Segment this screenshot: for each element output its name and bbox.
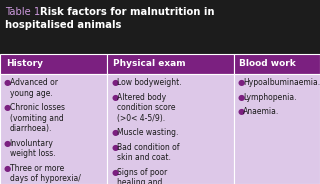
Text: Advanced or: Advanced or <box>10 78 58 87</box>
Text: young age.: young age. <box>10 89 52 98</box>
Text: (vomiting and: (vomiting and <box>10 114 63 123</box>
Bar <box>234 54 320 74</box>
Bar <box>0 74 107 184</box>
Bar <box>107 54 234 74</box>
Text: ●: ● <box>4 78 11 87</box>
Text: (>0< 4-5/9).: (>0< 4-5/9). <box>117 114 165 123</box>
Text: Muscle wasting.: Muscle wasting. <box>117 128 178 137</box>
Text: Anaemia.: Anaemia. <box>243 107 279 116</box>
Text: Involuntary: Involuntary <box>10 139 53 148</box>
Text: Three or more: Three or more <box>10 164 64 173</box>
Text: Signs of poor: Signs of poor <box>117 168 167 177</box>
Text: Altered body: Altered body <box>117 93 166 102</box>
Text: condition score: condition score <box>117 103 175 112</box>
Text: ●: ● <box>4 164 11 173</box>
Text: Table 1.: Table 1. <box>5 7 46 17</box>
Text: Lymphopenia.: Lymphopenia. <box>243 93 297 102</box>
Text: Physical exam: Physical exam <box>113 59 186 68</box>
Text: Risk factors for malnutrition in
hospitalised animals: Risk factors for malnutrition in hospita… <box>5 7 214 30</box>
Text: ●: ● <box>111 168 118 177</box>
Text: ●: ● <box>111 143 118 152</box>
Text: ●: ● <box>111 128 118 137</box>
Text: Chronic losses: Chronic losses <box>10 103 65 112</box>
Text: Bad condition of: Bad condition of <box>117 143 179 152</box>
Text: diarrhoea).: diarrhoea). <box>10 124 52 133</box>
Text: healing and: healing and <box>117 178 162 184</box>
Text: ●: ● <box>237 93 245 102</box>
Text: Blood work: Blood work <box>239 59 296 68</box>
Text: History: History <box>6 59 43 68</box>
Bar <box>234 74 320 184</box>
Bar <box>0 54 107 74</box>
Text: ●: ● <box>4 139 11 148</box>
Text: days of hyporexia/: days of hyporexia/ <box>10 174 80 183</box>
Text: ●: ● <box>237 78 245 87</box>
Text: skin and coat.: skin and coat. <box>117 153 171 162</box>
Bar <box>107 74 234 184</box>
Text: Low bodyweight.: Low bodyweight. <box>117 78 181 87</box>
Text: ●: ● <box>111 93 118 102</box>
Text: weight loss.: weight loss. <box>10 149 55 158</box>
Text: Hypoalbuminaemia.: Hypoalbuminaemia. <box>243 78 320 87</box>
Text: ●: ● <box>111 78 118 87</box>
Text: ●: ● <box>237 107 245 116</box>
Text: ●: ● <box>4 103 11 112</box>
